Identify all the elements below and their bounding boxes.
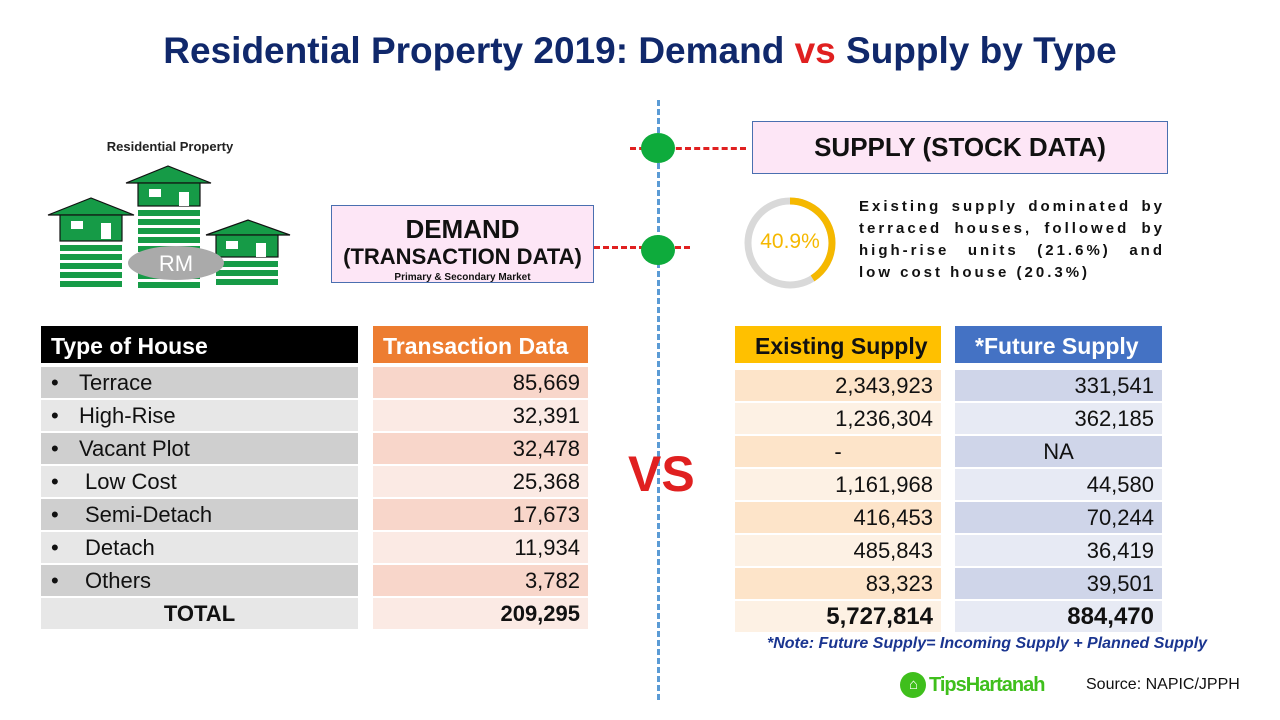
demand-title: DEMAND (405, 214, 520, 244)
type-label: Others (85, 568, 152, 593)
bullet-icon: • (51, 535, 59, 560)
existing-supply-cell: - (735, 436, 941, 467)
future-supply-cell: 362,185 (955, 403, 1162, 434)
rm-badge: RM (159, 251, 193, 276)
source-text: Source: NAPIC/JPPH (1086, 676, 1240, 693)
type-cell: • Others (41, 565, 358, 596)
existing-supply-cell: 2,343,923 (735, 370, 941, 401)
bullet-icon: • (51, 370, 59, 395)
logo-label: Residential Property (106, 139, 234, 154)
future-supply-cell: 44,580 (955, 469, 1162, 500)
divider-axis (657, 100, 660, 700)
demand-box: DEMAND (TRANSACTION DATA) Primary & Seco… (331, 205, 594, 283)
existing-supply-cell: 83,323 (735, 568, 941, 599)
supply-description: Existing supply dominated by terraced ho… (859, 198, 1165, 281)
type-cell: • High-Rise (41, 400, 358, 431)
future-supply-cell: 36,419 (955, 535, 1162, 566)
page-title: Residential Property 2019: Demand vs Sup… (0, 30, 1280, 72)
existing-supply-cell: 1,161,968 (735, 469, 941, 500)
existing-supply-cell: 485,843 (735, 535, 941, 566)
bullet-icon: • (51, 403, 59, 428)
bullet-icon: • (51, 502, 59, 527)
header-existing-supply: Existing Supply (735, 326, 941, 363)
total-label: TOTAL (41, 598, 358, 629)
type-label: High-Rise (79, 403, 176, 428)
transaction-cell: 3,782 (373, 565, 588, 596)
type-cell: • Vacant Plot (41, 433, 358, 464)
existing-supply-cell: 416,453 (735, 502, 941, 533)
title-part1: Residential Property 2019: Demand (163, 30, 795, 71)
demand-subtitle: (TRANSACTION DATA) (343, 244, 582, 269)
future-supply-cell: NA (955, 436, 1162, 467)
type-label: Detach (85, 535, 155, 560)
future-supply-cell: 70,244 (955, 502, 1162, 533)
type-label: Terrace (79, 370, 153, 395)
transaction-cell: 25,368 (373, 466, 588, 497)
transaction-cell: 32,478 (373, 433, 588, 464)
future-supply-cell: 331,541 (955, 370, 1162, 401)
type-cell: • Low Cost (41, 466, 358, 497)
bullet-icon: • (51, 568, 59, 593)
brand-name: TipsHartanah (929, 673, 1045, 696)
type-cell: • Terrace (41, 367, 358, 398)
percent-text: 40.9% (760, 230, 820, 253)
houses-rm-icon: RM (47, 165, 291, 288)
supply-box: SUPPLY (STOCK DATA) (752, 121, 1168, 174)
percent-donut (744, 197, 836, 289)
transaction-cell: 32,391 (373, 400, 588, 431)
transaction-cell: 17,673 (373, 499, 588, 530)
type-label: Low Cost (85, 469, 177, 494)
home-icon: ⌂ (900, 672, 926, 698)
bullet-icon: • (51, 469, 59, 494)
demand-dot-icon (641, 235, 675, 265)
header-future-supply: *Future Supply (955, 326, 1162, 363)
donut-arc (744, 197, 836, 289)
existing-supply-total: 5,727,814 (735, 601, 941, 632)
type-cell: • Semi-Detach (41, 499, 358, 530)
title-vs: vs (794, 30, 836, 71)
demand-note: Primary & Secondary Market (394, 272, 531, 283)
supply-dot-icon (641, 133, 675, 163)
future-supply-total: 884,470 (955, 601, 1162, 632)
title-part2: Supply by Type (835, 30, 1117, 71)
transaction-cell: 11,934 (373, 532, 588, 563)
header-type-of-house: Type of House (41, 326, 358, 363)
type-label: Vacant Plot (79, 436, 190, 461)
type-label: Semi-Detach (85, 502, 213, 527)
brand-logo: ⌂ TipsHartanah (900, 672, 1045, 698)
transaction-cell: 85,669 (373, 367, 588, 398)
supply-connector (630, 147, 746, 150)
bullet-icon: • (51, 436, 59, 461)
type-cell: • Detach (41, 532, 358, 563)
vs-label: VS (628, 446, 695, 502)
header-transaction: Transaction Data (373, 326, 588, 363)
future-supply-cell: 39,501 (955, 568, 1162, 599)
existing-supply-cell: 1,236,304 (735, 403, 941, 434)
transaction-total: 209,295 (373, 598, 588, 629)
future-supply-note: *Note: Future Supply= Incoming Supply + … (767, 635, 1208, 652)
